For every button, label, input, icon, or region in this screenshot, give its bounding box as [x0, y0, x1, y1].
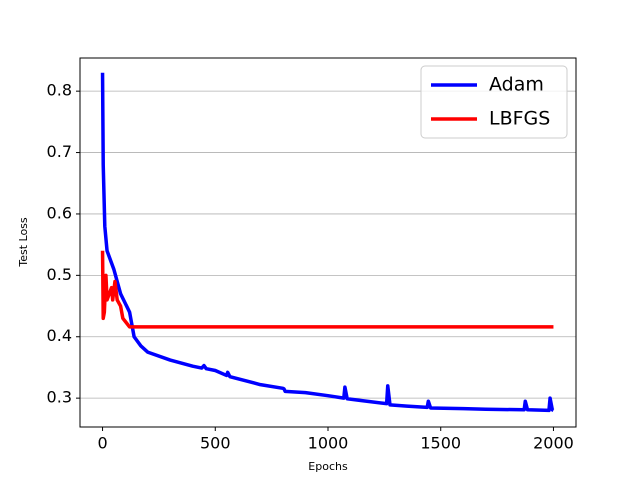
y-tick-label: 0.5 — [47, 265, 72, 284]
y-tick-label: 0.7 — [47, 142, 72, 161]
x-tick-label: 500 — [200, 434, 231, 453]
line-series — [100, 72, 555, 413]
y-tick-label: 0.8 — [47, 81, 72, 100]
y-axis-label: Test Loss — [17, 217, 30, 268]
y-tick-label: 0.4 — [47, 326, 72, 345]
x-axis-label: Epochs — [308, 460, 348, 473]
plot-frame — [79, 57, 577, 428]
x-tick-label: 1000 — [308, 434, 349, 453]
x-tick-label: 1500 — [420, 434, 461, 453]
y-tick-label: 0.6 — [47, 203, 72, 222]
line-series — [100, 250, 554, 329]
y-tick-label: 0.3 — [47, 388, 72, 407]
x-tick-label: 2000 — [533, 434, 574, 453]
x-tick-label: 0 — [97, 434, 107, 453]
legend-label: Adam — [489, 74, 544, 96]
legend-label: LBFGS — [489, 108, 550, 130]
